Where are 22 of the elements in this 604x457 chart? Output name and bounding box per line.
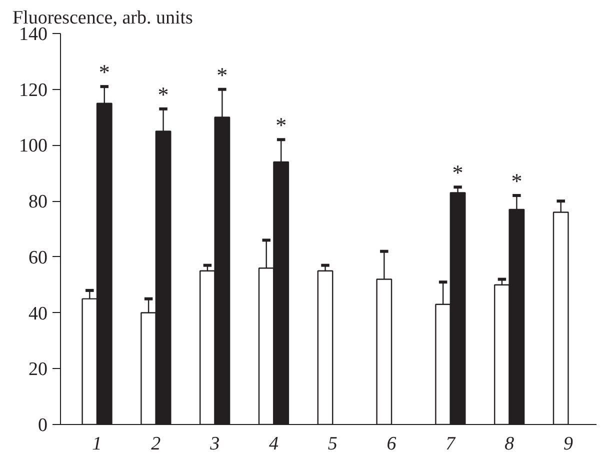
y-tick-label: 0 bbox=[38, 415, 48, 436]
x-tick-label: 1 bbox=[92, 434, 102, 454]
annotation: * bbox=[216, 62, 228, 88]
x-tick-label: 6 bbox=[386, 434, 397, 454]
x-tick-label: 8 bbox=[504, 434, 515, 454]
y-tick-label: 20 bbox=[28, 359, 48, 380]
y-tick-label: 100 bbox=[19, 136, 48, 157]
annotation: * bbox=[158, 82, 169, 107]
x-tick-label: 9 bbox=[563, 434, 574, 454]
x-tick-label: 3 bbox=[209, 434, 220, 454]
x-tick-label: 2 bbox=[151, 434, 162, 454]
x-tick-label: 4 bbox=[268, 434, 279, 454]
annotation: * bbox=[276, 112, 287, 138]
y-tick-label: 40 bbox=[28, 303, 48, 324]
y-tick-label: 60 bbox=[28, 247, 48, 268]
x-tick-label: 5 bbox=[328, 434, 338, 454]
annotation: * bbox=[452, 160, 464, 186]
annotation: * bbox=[511, 168, 522, 194]
x-tick-label: 7 bbox=[446, 434, 457, 454]
y-tick-label: 80 bbox=[28, 192, 48, 213]
annotation: * bbox=[98, 60, 110, 85]
y-tick-label: 120 bbox=[19, 80, 48, 101]
